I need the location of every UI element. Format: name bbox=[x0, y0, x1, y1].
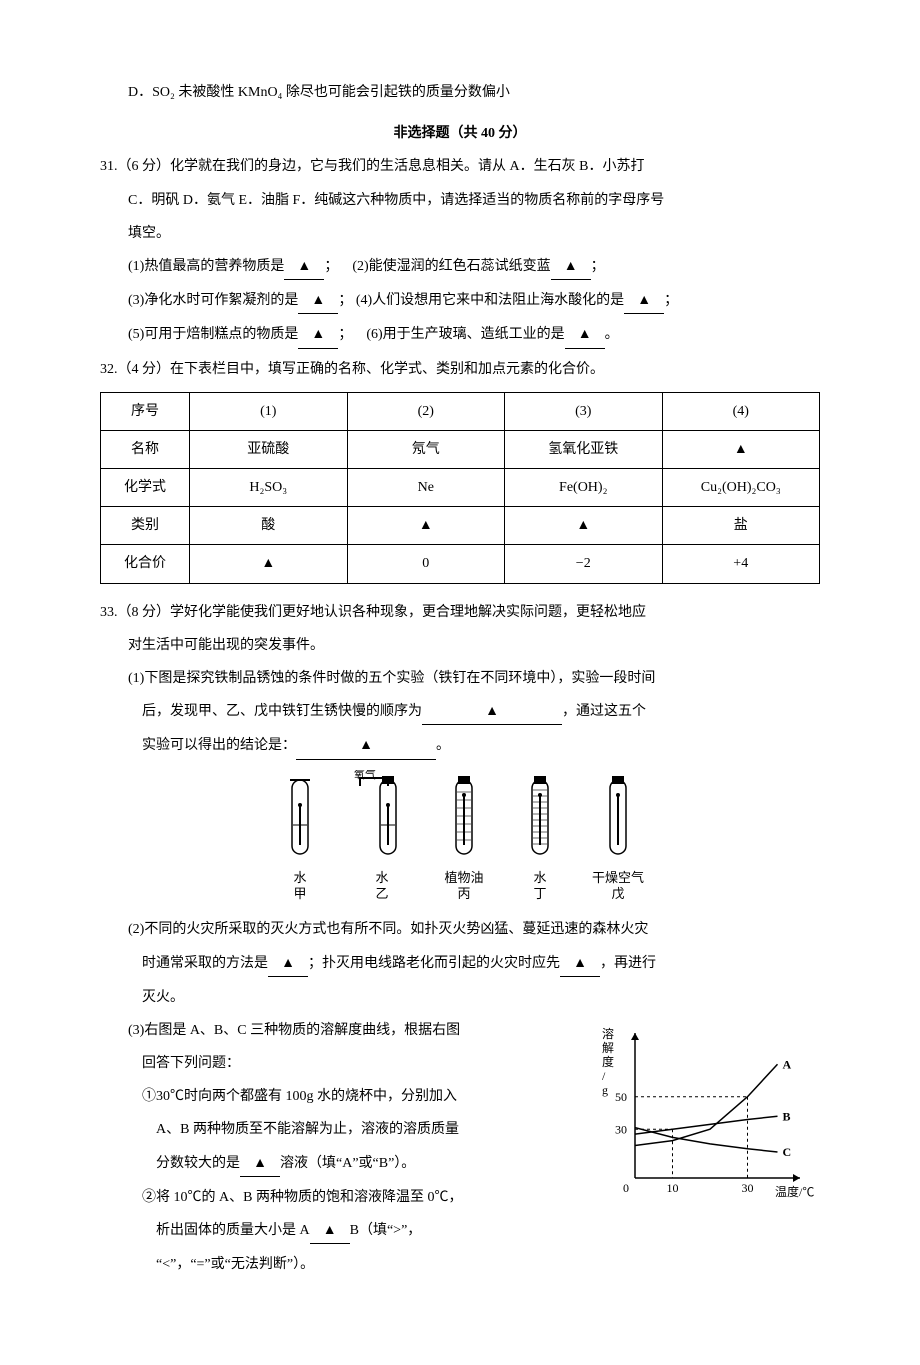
blank: ▲ bbox=[268, 951, 308, 977]
tube-wu: 干燥空气戊 bbox=[592, 770, 644, 904]
q31-p1a: (1)热值最高的营养物质是 bbox=[128, 259, 284, 274]
q33-p1-line1: (1)下图是探究铁制品锈蚀的条件时做的五个实验（铁钉在不同环境中），实验一段时间 bbox=[100, 666, 820, 691]
q33-p3-1a: ①30℃时向两个都盛有 100g 水的烧杯中，分别加入 bbox=[100, 1084, 574, 1109]
q31-parts-56: (5)可用于焙制糕点的物质是▲； (6)用于生产玻璃、造纸工业的是▲。 bbox=[100, 322, 820, 348]
tubes-figure: 水甲 氧气 水乙 植物油丙 bbox=[100, 770, 820, 904]
tube-icon bbox=[440, 770, 488, 870]
q33-p3-2b: 析出固体的质量大小是 A▲B（填“>”， bbox=[100, 1218, 574, 1244]
q31-p3a: (3)净化水时可作絮凝剂的是 bbox=[128, 293, 298, 308]
q33-p3-1b: A、B 两种物质至不能溶解为止，溶液的溶质质量 bbox=[100, 1117, 574, 1142]
svg-text:C: C bbox=[783, 1145, 792, 1159]
table-row: 化学式H₂SO₃NeFe(OH)₂Cu₂(OH)₂CO₃ bbox=[101, 469, 820, 507]
blank: ▲ bbox=[298, 322, 338, 348]
svg-text:/: / bbox=[602, 1069, 606, 1083]
svg-text:0: 0 bbox=[623, 1181, 629, 1195]
q33-p3-2d: “<”，“=”或“无法判断”）。 bbox=[100, 1252, 574, 1277]
svg-text:A: A bbox=[783, 1057, 792, 1071]
option-d: D．SO₂ 未被酸性 KMnO₄ 除尽也可能会引起铁的质量分数偏小 bbox=[100, 80, 820, 105]
chart-svg: 溶解度/g 温度/℃ 0 30 50 10 30 A B C bbox=[590, 1018, 820, 1208]
tube-icon bbox=[594, 770, 642, 870]
q32-table: 序号 (1) (2) (3) (4) 名称亚硫酸氖气氢氧化亚铁▲ 化学式H₂SO… bbox=[100, 392, 820, 584]
q31-p2a: (2)能使湿润的红色石蕊试纸变蓝 bbox=[352, 259, 550, 274]
td: (4) bbox=[662, 392, 820, 430]
blank: ▲ bbox=[284, 254, 324, 280]
q31-stem-line1: 31.（6 分）化学就在我们的身边，它与我们的生活息息相关。请从 A．生石灰 B… bbox=[100, 154, 820, 179]
blank: ▲ bbox=[560, 951, 600, 977]
q31-stem-line3: 填空。 bbox=[100, 221, 820, 246]
th: 序号 bbox=[101, 392, 190, 430]
q33-p3-intro2: 回答下列问题： bbox=[100, 1051, 574, 1076]
q31-p5b: ； bbox=[338, 327, 352, 342]
q31-p1b: ； bbox=[324, 259, 338, 274]
td: (2) bbox=[347, 392, 505, 430]
blank: ▲ bbox=[310, 1218, 350, 1244]
blank: ▲ bbox=[298, 288, 338, 314]
q31-p4a: (4)人们设想用它来中和法阻止海水酸化的是 bbox=[356, 293, 624, 308]
table-row: 类别酸▲▲盐 bbox=[101, 507, 820, 545]
q33-p2-line3: 灭火。 bbox=[100, 985, 820, 1010]
q31-parts-12: (1)热值最高的营养物质是▲； (2)能使湿润的红色石蕊试纸变蓝▲； bbox=[100, 254, 820, 280]
q31-p6a: (6)用于生产玻璃、造纸工业的是 bbox=[366, 327, 564, 342]
q33-p3-block: (3)右图是 A、B、C 三种物质的溶解度曲线，根据右图 回答下列问题： ①30… bbox=[100, 1018, 820, 1286]
q31-p3b: ； bbox=[338, 293, 352, 308]
table-row: 化合价▲0−2+4 bbox=[101, 545, 820, 583]
q33-p2-line1: (2)不同的火灾所采取的灭火方式也有所不同。如扑灭火势凶猛、蔓延迅速的森林火灾 bbox=[100, 917, 820, 942]
svg-text:30: 30 bbox=[615, 1122, 627, 1136]
q31-parts-34: (3)净化水时可作絮凝剂的是▲； (4)人们设想用它来中和法阻止海水酸化的是▲； bbox=[100, 288, 820, 314]
q31-p4b: ； bbox=[664, 293, 678, 308]
svg-text:温度/℃: 温度/℃ bbox=[775, 1184, 814, 1199]
q33-p3-1c: 分数较大的是▲溶液（填“A”或“B”）。 bbox=[100, 1151, 574, 1177]
svg-text:g: g bbox=[602, 1083, 608, 1097]
svg-text:B: B bbox=[783, 1109, 791, 1123]
tube-jia: 水甲 bbox=[276, 770, 324, 904]
q33-stem-line2: 对生活中可能出现的突发事件。 bbox=[100, 633, 820, 658]
q31-stem-line2: C．明矾 D．氨气 E．油脂 F．纯碱这六种物质中，请选择适当的物质名称前的字母… bbox=[100, 188, 820, 213]
q33-p1-line3: 实验可以得出的结论是：▲。 bbox=[100, 733, 820, 759]
table-row-header: 序号 (1) (2) (3) (4) bbox=[101, 392, 820, 430]
svg-text:10: 10 bbox=[667, 1181, 679, 1195]
tube-yi: 氧气 水乙 bbox=[352, 770, 412, 904]
td: (3) bbox=[505, 392, 663, 430]
q33-p2-line2: 时通常采取的方法是▲；扑灭用电线路老化而引起的火灾时应先▲，再进行 bbox=[100, 951, 820, 977]
svg-text:解: 解 bbox=[602, 1041, 614, 1055]
q32-stem: 32.（4 分）在下表栏目中，填写正确的名称、化学式、类别和加点元素的化合价。 bbox=[100, 357, 820, 382]
q33-p3-intro1: (3)右图是 A、B、C 三种物质的溶解度曲线，根据右图 bbox=[100, 1018, 574, 1043]
tube-icon: 氧气 bbox=[352, 770, 412, 870]
q33-p1-line2: 后，发现甲、乙、戊中铁钉生锈快慢的顺序为▲，通过这五个 bbox=[100, 699, 820, 725]
blank: ▲ bbox=[565, 322, 605, 348]
tube-bing: 植物油丙 bbox=[440, 770, 488, 904]
blank: ▲ bbox=[240, 1151, 280, 1177]
q31-p2b: ； bbox=[591, 259, 605, 274]
svg-text:度: 度 bbox=[602, 1054, 614, 1069]
solubility-chart: 溶解度/g 温度/℃ 0 30 50 10 30 A B C bbox=[590, 1018, 820, 1286]
tube-icon bbox=[516, 770, 564, 870]
section-header: 非选择题（共 40 分） bbox=[100, 121, 820, 146]
o2-label: 氧气 bbox=[354, 770, 376, 781]
q33-stem-line1: 33.（8 分）学好化学能使我们更好地认识各种现象，更合理地解决实际问题，更轻松… bbox=[100, 600, 820, 625]
blank: ▲ bbox=[624, 288, 664, 314]
blank: ▲ bbox=[296, 733, 436, 759]
svg-text:50: 50 bbox=[615, 1090, 627, 1104]
q31-p6b: 。 bbox=[605, 327, 619, 342]
blank: ▲ bbox=[422, 699, 562, 725]
q31-p5a: (5)可用于焙制糕点的物质是 bbox=[128, 327, 298, 342]
td: (1) bbox=[190, 392, 348, 430]
blank: ▲ bbox=[551, 254, 591, 280]
table-row: 名称亚硫酸氖气氢氧化亚铁▲ bbox=[101, 430, 820, 468]
tube-icon bbox=[276, 770, 324, 870]
q33-p3-2a: ②将 10℃的 A、B 两种物质的饱和溶液降温至 0℃， bbox=[100, 1185, 574, 1210]
svg-text:30: 30 bbox=[742, 1181, 754, 1195]
tube-ding: 水丁 bbox=[516, 770, 564, 904]
svg-text:溶: 溶 bbox=[602, 1026, 614, 1041]
